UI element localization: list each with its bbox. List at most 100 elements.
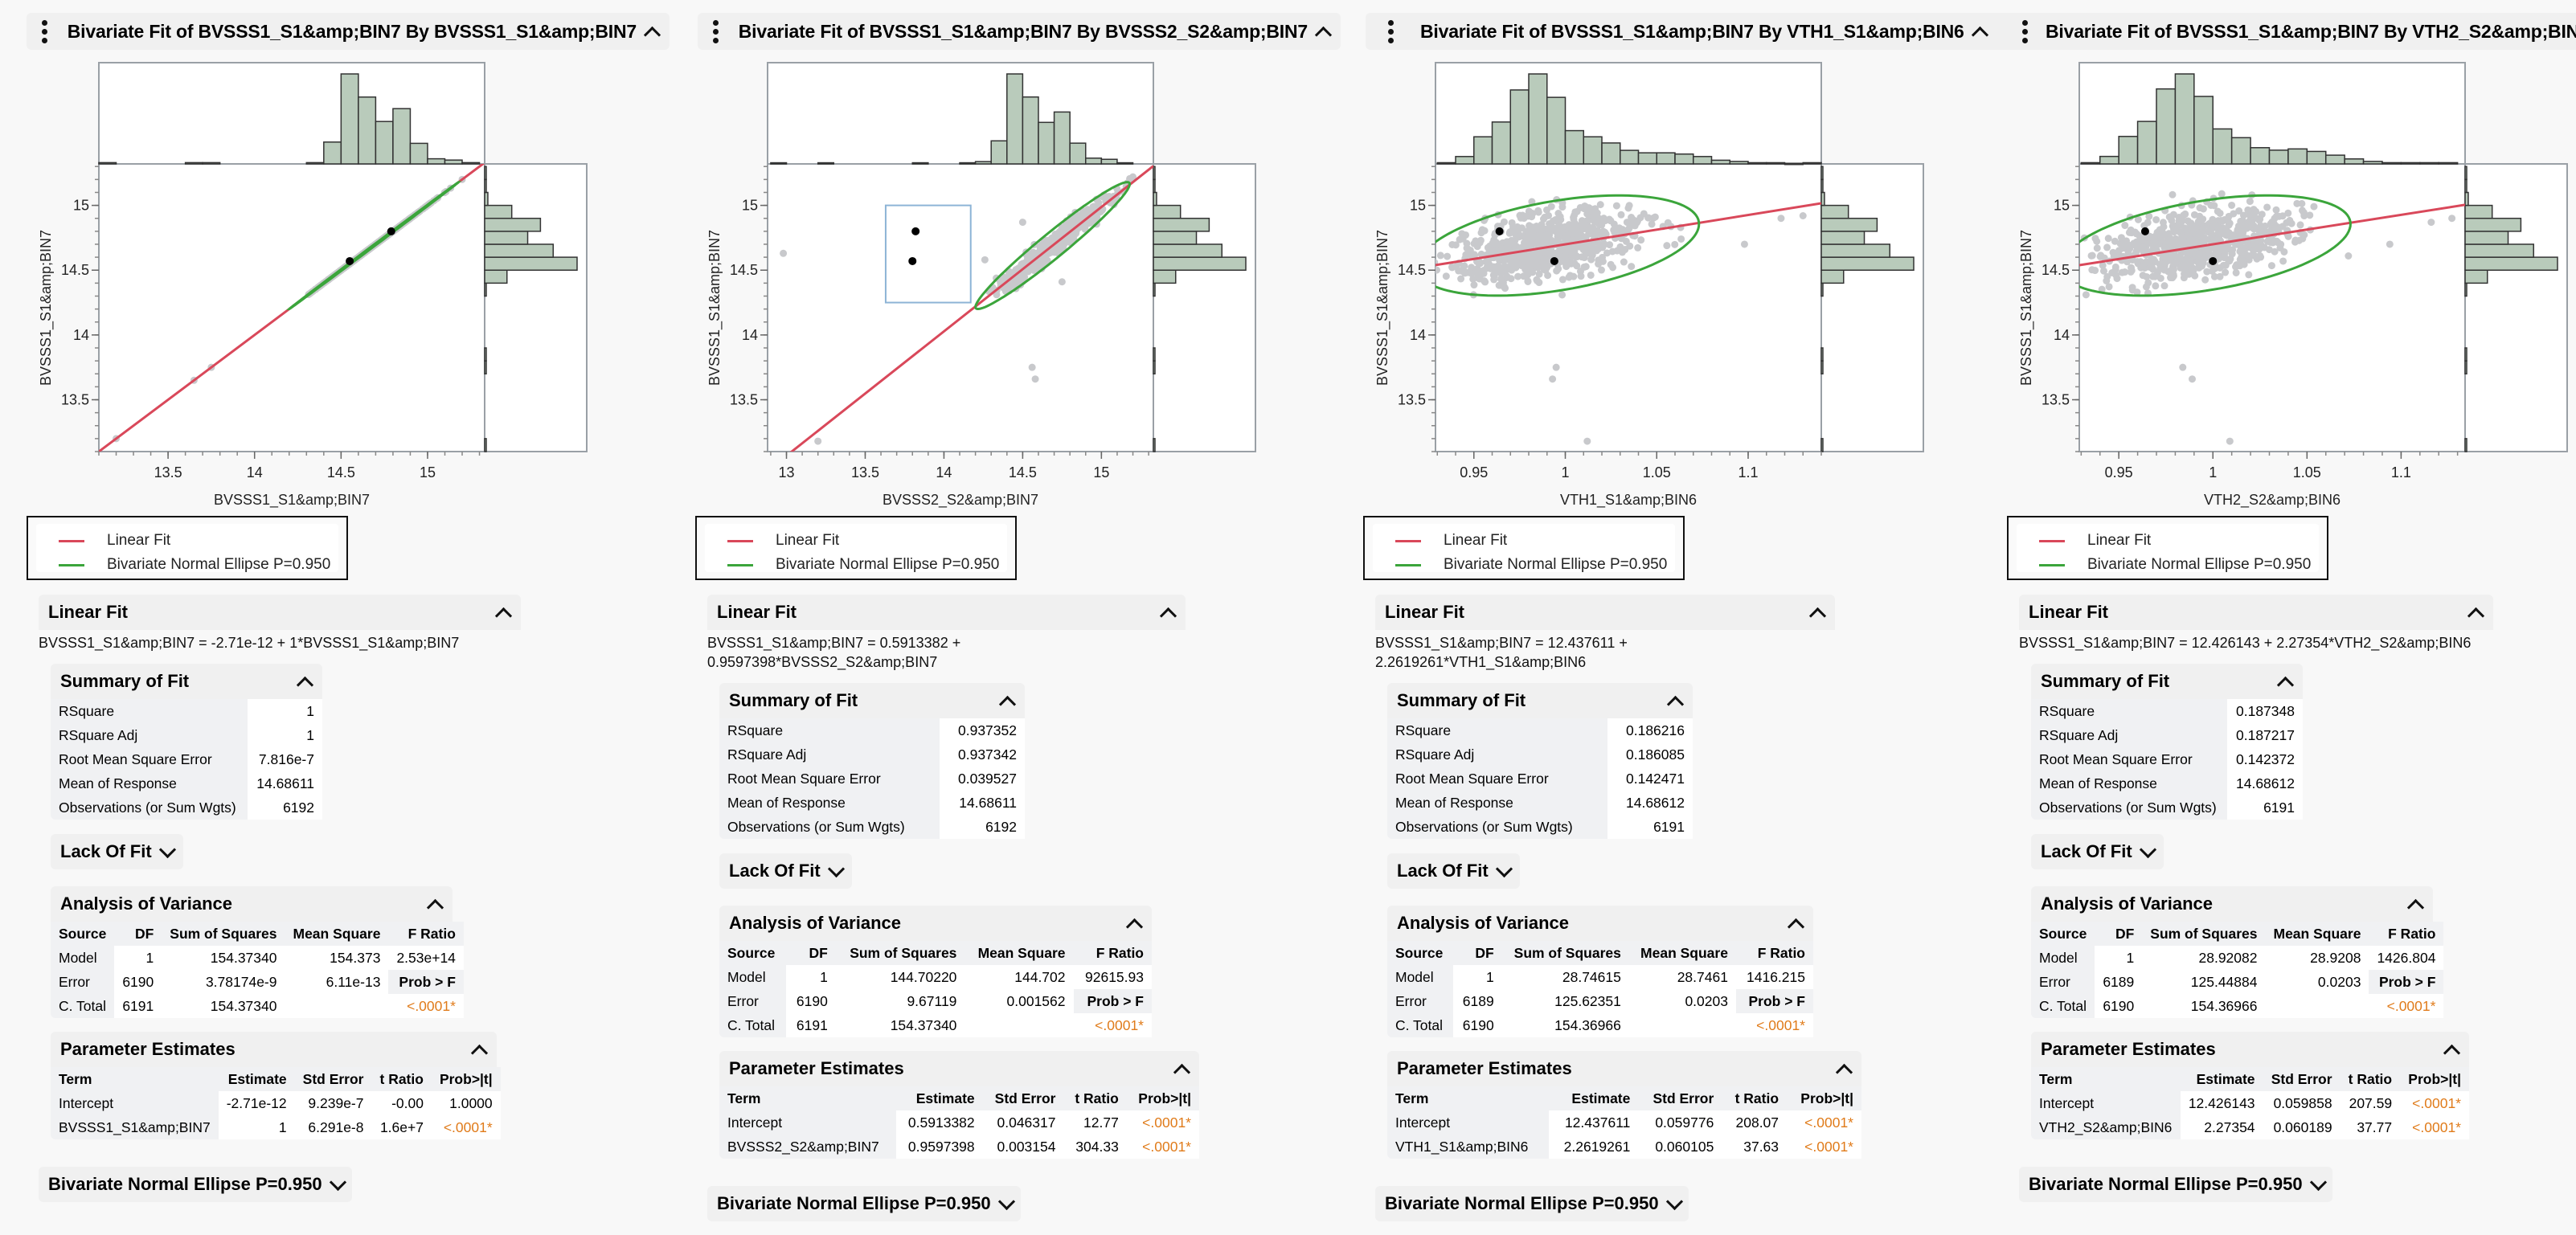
data-point[interactable] [2258, 211, 2266, 219]
data-point[interactable] [2135, 237, 2143, 245]
data-point[interactable] [1423, 251, 1431, 258]
data-point[interactable] [1582, 263, 1590, 271]
data-point[interactable] [2188, 375, 2196, 383]
plot-area[interactable] [2041, 190, 2465, 445]
selected-point[interactable] [1550, 256, 1558, 265]
data-point[interactable] [1471, 251, 1479, 260]
data-point[interactable] [1558, 223, 1566, 231]
data-point[interactable] [1500, 246, 1508, 254]
data-point[interactable] [1477, 250, 1485, 258]
data-point[interactable] [1623, 219, 1631, 227]
data-point[interactable] [2160, 266, 2169, 274]
data-point[interactable] [1634, 243, 1642, 251]
data-point[interactable] [1526, 230, 1534, 238]
bivariate-ellipse[interactable] [974, 181, 1132, 310]
data-point[interactable] [1546, 223, 1554, 231]
data-point[interactable] [1558, 276, 1566, 284]
data-point[interactable] [2159, 219, 2167, 227]
data-point[interactable] [2194, 218, 2202, 226]
chevron-up-icon[interactable] [470, 1044, 489, 1061]
chevron-down-icon[interactable] [158, 840, 176, 858]
data-point[interactable] [1129, 173, 1137, 181]
data-point[interactable] [2173, 227, 2181, 235]
data-point[interactable] [1533, 276, 1541, 284]
data-point[interactable] [1534, 233, 1542, 241]
data-point[interactable] [1625, 224, 1633, 232]
data-point[interactable] [2170, 259, 2178, 267]
data-point[interactable] [1563, 235, 1571, 243]
chevron-up-icon[interactable] [998, 695, 1017, 713]
bivariate-plot[interactable]: 0.95 1 1.05 1.1 13.5 14 14.5 15 VTH1_S1&amp;BIN6… [1337, 56, 1947, 509]
data-point[interactable] [1648, 220, 1656, 228]
data-point[interactable] [1624, 204, 1632, 212]
linear-fit-header[interactable]: Linear Fit [1375, 595, 1835, 630]
lack-of-fit-header[interactable]: Lack Of Fit [2031, 834, 2164, 869]
data-point[interactable] [2210, 202, 2218, 210]
data-point[interactable] [2216, 209, 2224, 217]
data-point[interactable] [1596, 242, 1604, 250]
data-point[interactable] [981, 256, 989, 264]
data-point[interactable] [1777, 215, 1785, 223]
report-title-bar[interactable]: Bivariate Fit of BVSSS1_S1&amp;BIN7 By B… [698, 13, 1341, 50]
chevron-down-icon[interactable] [1495, 860, 1513, 877]
data-point[interactable] [2279, 257, 2287, 265]
chevron-up-icon[interactable] [1159, 607, 1177, 624]
data-point[interactable] [2300, 231, 2308, 239]
data-point[interactable] [1617, 211, 1625, 219]
anova-header[interactable]: Analysis of Variance [719, 906, 1152, 941]
plot-area[interactable] [768, 165, 1153, 471]
data-point[interactable] [2246, 198, 2254, 206]
data-point[interactable] [2184, 268, 2192, 276]
data-point[interactable] [1497, 275, 1505, 283]
data-point[interactable] [2192, 224, 2200, 232]
data-point[interactable] [2268, 224, 2276, 232]
lack-of-fit-header[interactable]: Lack Of Fit [51, 834, 183, 869]
legend-item-linear-fit[interactable]: Linear Fit [1395, 532, 1507, 550]
data-point[interactable] [1436, 251, 1444, 260]
data-point[interactable] [1480, 227, 1489, 235]
data-point[interactable] [1470, 281, 1478, 289]
data-point[interactable] [1426, 272, 1433, 280]
data-point[interactable] [1622, 237, 1630, 245]
data-point[interactable] [2280, 247, 2288, 256]
data-point[interactable] [1542, 206, 1550, 214]
linear-fit-header[interactable]: Linear Fit [707, 595, 1186, 630]
legend-item-ellipse[interactable]: Bivariate Normal Ellipse P=0.950 [2039, 556, 2311, 574]
linear-fit-header[interactable]: Linear Fit [2019, 595, 2493, 630]
parameter-estimates-header[interactable]: Parameter Estimates [719, 1051, 1199, 1086]
data-point[interactable] [1466, 246, 1474, 254]
data-point[interactable] [2142, 283, 2150, 291]
data-point[interactable] [2111, 237, 2119, 245]
data-point[interactable] [2140, 245, 2148, 253]
data-point[interactable] [2155, 240, 2163, 248]
data-point[interactable] [2041, 254, 2048, 261]
selected-point[interactable] [387, 227, 395, 235]
data-point[interactable] [2137, 264, 2145, 272]
red-triangle-menu-icon[interactable] [711, 19, 721, 43]
collapse-chevron-up-icon[interactable] [1314, 26, 1333, 43]
data-point[interactable] [2128, 264, 2136, 272]
data-point[interactable] [2169, 190, 2177, 198]
data-point[interactable] [2168, 268, 2176, 276]
data-point[interactable] [2235, 207, 2243, 215]
data-point[interactable] [1591, 231, 1599, 239]
data-point[interactable] [1608, 247, 1616, 256]
data-point[interactable] [2228, 201, 2236, 209]
data-point[interactable] [1591, 205, 1599, 213]
data-point[interactable] [2236, 247, 2244, 256]
data-point[interactable] [2222, 225, 2230, 233]
data-point[interactable] [2113, 275, 2121, 283]
data-point[interactable] [1581, 221, 1589, 229]
chevron-up-icon[interactable] [1835, 1063, 1853, 1081]
data-point[interactable] [1426, 281, 1433, 288]
chevron-down-icon[interactable] [2309, 1173, 2327, 1191]
data-point[interactable] [1552, 363, 1560, 371]
data-point[interactable] [2126, 244, 2134, 252]
data-point[interactable] [2161, 260, 2169, 268]
data-point[interactable] [780, 249, 788, 257]
data-point[interactable] [1574, 231, 1582, 239]
data-point[interactable] [2133, 258, 2141, 266]
data-point[interactable] [2203, 268, 2211, 276]
data-point[interactable] [2427, 219, 2435, 227]
data-point[interactable] [2220, 254, 2228, 262]
